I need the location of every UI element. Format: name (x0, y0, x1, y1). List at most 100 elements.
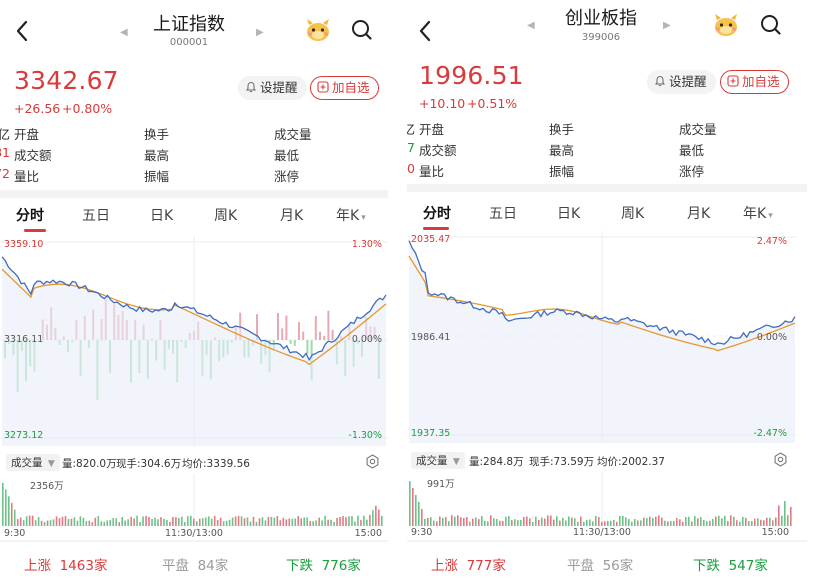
volume-chart[interactable] (0, 474, 388, 526)
volume-bar (264, 520, 267, 526)
volume-bar (321, 520, 323, 526)
gear-icon[interactable] (773, 452, 788, 467)
tab-5[interactable]: 年K ▾ (743, 206, 773, 222)
volume-bar (694, 516, 696, 526)
volume-bar (664, 520, 666, 526)
volume-bar (487, 521, 489, 526)
mascot-icon[interactable] (712, 12, 740, 38)
last-price: 1996.51 (419, 61, 524, 90)
volume-bar (82, 517, 85, 526)
tab-1[interactable]: 五日 (489, 206, 517, 222)
advancers-label: 上涨 (431, 558, 458, 574)
volume-bar (303, 517, 306, 526)
volume-bar (469, 521, 471, 526)
volume-bar (342, 515, 344, 526)
volume-indicator-select[interactable]: 成交量 ▼ (411, 452, 465, 469)
prev-triangle-icon[interactable]: ◀ (120, 27, 128, 38)
volume-bar (526, 516, 528, 526)
gear-icon[interactable] (365, 454, 380, 469)
set-alert-label: 设提醒 (669, 74, 707, 89)
stat-label: 成交额 (419, 143, 457, 158)
breadth-bar (302, 331, 305, 340)
volume-bar (616, 521, 618, 526)
tab-2[interactable]: 日K (557, 206, 581, 222)
volume-bar (454, 516, 456, 526)
intraday-chart[interactable] (407, 231, 807, 443)
mascot-icon[interactable] (304, 17, 332, 43)
tab-0[interactable]: 分时 (16, 208, 44, 224)
volume-bar (10, 502, 13, 526)
volume-bar (76, 520, 79, 526)
price-change: +10.10 (419, 96, 466, 111)
search-icon[interactable] (350, 18, 374, 42)
breadth-bar (323, 335, 326, 340)
next-triangle-icon[interactable]: ▶ (256, 27, 264, 38)
volume-bar (628, 518, 630, 526)
average-price: 均价:3339.56 (182, 458, 250, 470)
tab-1[interactable]: 五日 (82, 208, 110, 224)
tab-4[interactable]: 月K (687, 206, 711, 222)
prev-triangle-icon[interactable]: ◀ (527, 20, 535, 31)
chevron-down-icon: ▾ (768, 211, 773, 221)
current-hand: 现手:304.6万 (116, 458, 182, 470)
tab-2[interactable]: 日K (150, 208, 174, 224)
stat-value: 2.37亿 (407, 122, 415, 137)
unchanged-label: 平盘 (162, 558, 189, 574)
volume-bar (652, 517, 654, 526)
volume-max-label: 2356万 (30, 481, 64, 492)
volume-bar (252, 516, 255, 526)
volume-chart[interactable] (407, 472, 807, 526)
volume-bar (193, 518, 195, 526)
time-open-label: 9:30 (4, 528, 26, 539)
plus-box-icon (317, 78, 329, 100)
volume-bar (61, 516, 64, 526)
breadth-bar (285, 315, 288, 340)
back-arrow-icon[interactable] (12, 18, 34, 44)
tab-3[interactable]: 周K (214, 208, 238, 224)
volume-bar (430, 517, 432, 526)
volume-bar (688, 516, 690, 526)
volume-amount: 量:284.8万 (469, 456, 524, 468)
volume-bar (336, 517, 338, 526)
quote-stats: 开盘3354.97换手1.12%成交量5.11亿成交额5952亿最高3356.6… (0, 124, 376, 184)
volume-bar (31, 515, 34, 526)
next-triangle-icon[interactable]: ▶ (663, 20, 671, 31)
price-change: +26.56 (14, 101, 61, 116)
volume-bar (258, 518, 261, 526)
volume-bar (412, 488, 414, 526)
volume-bar (544, 518, 546, 526)
tab-3[interactable]: 周K (621, 206, 645, 222)
volume-bar (112, 517, 115, 526)
volume-bar (154, 517, 156, 526)
volume-bar (790, 506, 792, 526)
tab-4[interactable]: 月K (280, 208, 304, 224)
tab-5[interactable]: 年K ▾ (336, 208, 366, 224)
volume-bar (225, 520, 228, 526)
add-watchlist-button[interactable]: 加自选 (720, 70, 789, 94)
volume-bar (601, 521, 603, 526)
intraday-chart[interactable] (0, 236, 388, 446)
volume-indicator-select[interactable]: 成交量 ▼ (6, 454, 60, 471)
volume-bar (619, 515, 621, 526)
set-alert-button[interactable]: 设提醒 (238, 76, 307, 100)
average-price: 均价:2002.37 (597, 456, 665, 468)
section-divider (0, 190, 388, 198)
volume-bar (697, 518, 699, 526)
set-alert-button[interactable]: 设提醒 (647, 70, 716, 94)
volume-bar (55, 516, 58, 526)
unchanged-count: 56家 (602, 558, 634, 574)
volume-bar (237, 515, 240, 526)
back-arrow-icon[interactable] (415, 18, 437, 44)
stat-label: 成交额 (14, 148, 52, 163)
market-breadth: 上涨 777家 平盘 56家 下跌 547家 (407, 542, 807, 582)
add-watchlist-button[interactable]: 加自选 (310, 76, 379, 100)
tab-0[interactable]: 分时 (423, 206, 451, 222)
stat-label: 涨停 (679, 164, 705, 179)
volume-bar (433, 520, 435, 526)
volume-bar (553, 519, 555, 526)
volume-bar (181, 516, 183, 526)
search-icon[interactable] (759, 13, 783, 37)
volume-bar (571, 517, 573, 526)
volume-bar (70, 518, 73, 526)
volume-bar (288, 518, 291, 526)
